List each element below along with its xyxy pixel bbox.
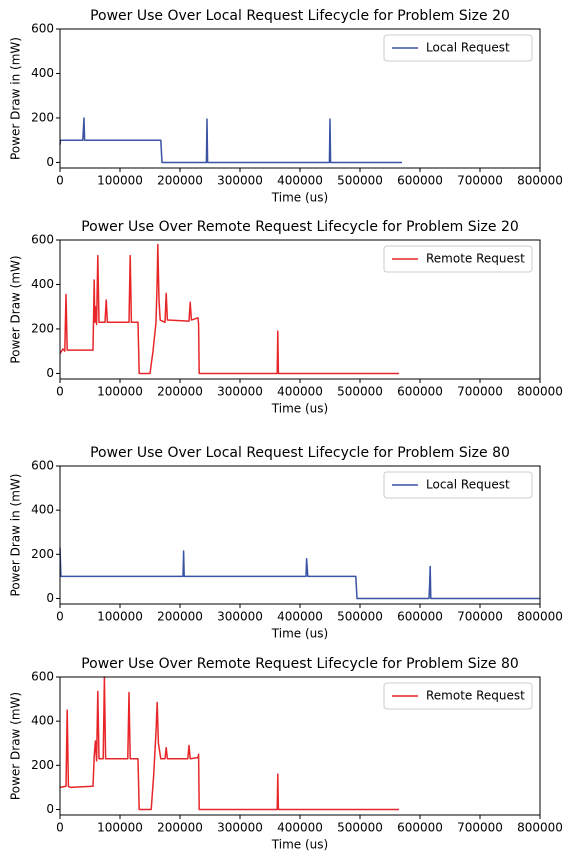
data-line [59,243,399,375]
axes-frame [59,465,541,605]
x-tick-label: 600000 [397,821,443,835]
legend-label: Remote Request [426,252,525,266]
legend-label: Local Request [426,478,510,492]
x-tick-label: 400000 [277,174,323,188]
x-tick-label: 300000 [217,610,263,624]
subplot-title: Power Use Over Local Request Lifecycle f… [90,445,510,461]
subplot: Power Use Over Local Request Lifecycle f… [9,445,563,641]
x-tick-label: 700000 [457,821,503,835]
x-tick-label: 0 [56,610,64,624]
x-tick-label: 800000 [517,174,563,188]
x-tick-label: 100000 [97,821,143,835]
x-tick-label: 500000 [337,610,383,624]
data-line [59,547,540,600]
y-axis-label: Power Draw in (mW) [9,474,23,597]
x-tick-label: 500000 [337,174,383,188]
y-tick-label: 400 [31,277,54,291]
x-tick-label: 600000 [397,174,443,188]
legend-box [383,682,533,710]
y-tick-label: 0 [46,802,54,816]
x-tick-label: 500000 [337,821,383,835]
y-tick-label: 0 [46,591,54,605]
axes-frame [59,239,541,380]
x-tick-label: 300000 [217,385,263,399]
x-axis-label: Time (us) [271,191,328,205]
legend-box [383,245,533,273]
x-tick-label: 700000 [457,385,503,399]
subplot-title: Power Use Over Local Request Lifecycle f… [90,8,510,24]
y-tick-label: 200 [31,110,54,124]
x-tick-label: 400000 [277,610,323,624]
x-tick-label: 0 [56,821,64,835]
subplot-title: Power Use Over Remote Request Lifecycle … [81,656,519,672]
legend-label: Remote Request [426,689,525,703]
axes-frame [59,28,541,169]
x-tick-label: 100000 [97,385,143,399]
subplot: Power Use Over Local Request Lifecycle f… [9,8,563,205]
y-axis-label: Power Draw (mW) [9,692,23,800]
y-axis-label: Power Draw in (mW) [9,37,23,160]
x-tick-label: 600000 [397,385,443,399]
x-tick-label: 0 [56,385,64,399]
y-tick-label: 600 [31,459,54,473]
y-tick-label: 600 [31,233,54,247]
y-tick-label: 400 [31,66,54,80]
y-tick-label: 400 [31,714,54,728]
x-tick-label: 200000 [157,385,203,399]
y-tick-label: 600 [31,22,54,36]
x-tick-label: 300000 [217,821,263,835]
y-tick-label: 200 [31,321,54,335]
data-line [59,117,402,164]
x-tick-label: 200000 [157,174,203,188]
y-tick-label: 0 [46,366,54,380]
x-axis-label: Time (us) [271,838,328,852]
subplot-title: Power Use Over Remote Request Lifecycle … [81,219,519,235]
y-axis-label: Power Draw (mW) [9,255,23,363]
x-tick-label: 200000 [157,610,203,624]
x-axis-label: Time (us) [271,402,328,416]
x-tick-label: 100000 [97,174,143,188]
axes-frame [59,676,541,816]
x-tick-label: 600000 [397,610,443,624]
y-tick-label: 400 [31,503,54,517]
x-tick-label: 800000 [517,610,563,624]
x-tick-label: 800000 [517,821,563,835]
x-tick-label: 800000 [517,385,563,399]
subplot: Power Use Over Remote Request Lifecycle … [9,656,563,852]
x-tick-label: 400000 [277,385,323,399]
y-tick-label: 200 [31,547,54,561]
x-tick-label: 500000 [337,385,383,399]
x-tick-label: 400000 [277,821,323,835]
y-tick-label: 200 [31,758,54,772]
x-axis-label: Time (us) [271,627,328,641]
legend-box [383,471,533,499]
x-tick-label: 200000 [157,821,203,835]
legend-label: Local Request [426,41,510,55]
y-tick-label: 0 [46,155,54,169]
data-line [59,676,399,811]
x-tick-label: 700000 [457,610,503,624]
legend-box [383,34,533,62]
x-tick-label: 300000 [217,174,263,188]
subplot: Power Use Over Remote Request Lifecycle … [9,219,563,416]
x-tick-label: 700000 [457,174,503,188]
x-tick-label: 0 [56,174,64,188]
x-tick-label: 100000 [97,610,143,624]
y-tick-label: 600 [31,670,54,684]
